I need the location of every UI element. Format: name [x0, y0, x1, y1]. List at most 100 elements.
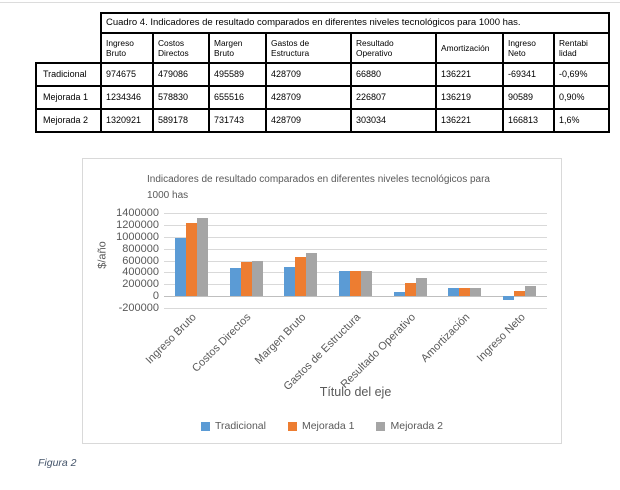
table-title: Cuadro 4. Indicadores de resultado compa… [99, 12, 611, 34]
column-header: Resultado Operativo [350, 32, 437, 64]
chart-bar [306, 252, 318, 297]
row-label: Mejorada 2 [35, 108, 102, 133]
column-header: Ingreso Neto [502, 32, 555, 64]
y-tick-label: 600000 [122, 254, 159, 267]
chart-bar [448, 288, 460, 297]
chart-bar [404, 282, 416, 297]
gridline [164, 260, 547, 262]
chart-figure: Indicadores de resultado comparados en d… [82, 158, 562, 444]
chart-bar [196, 217, 208, 297]
legend-label: Mejorada 2 [390, 420, 444, 432]
x-category-label: Ingreso Neto [474, 311, 528, 365]
legend-label: Tradicional [214, 420, 266, 432]
table-title-row: Cuadro 4. Indicadores de resultado compa… [36, 12, 611, 34]
table-corner-spacer [36, 33, 101, 63]
x-category-label: Amortización [419, 311, 473, 365]
chart-bar [459, 288, 471, 297]
chart-bar [361, 270, 372, 297]
y-tick-label: 0 [152, 290, 159, 303]
chart-bar [185, 222, 197, 297]
table-cell: 303034 [350, 108, 437, 133]
chart-bar [284, 266, 296, 297]
table-cell: -0,69% [552, 62, 611, 87]
chart-bar [525, 286, 537, 297]
table-cell: 136221 [435, 108, 504, 133]
table-corner-spacer [36, 13, 101, 33]
y-tick-label: -200000 [118, 302, 159, 314]
gridline [164, 213, 547, 214]
y-tick-label: 800000 [122, 242, 159, 255]
x-axis-title: Título del eje [319, 385, 392, 399]
legend-swatch [200, 421, 210, 431]
chart-bar [251, 261, 263, 297]
x-category-label: Ingreso Bruto [143, 311, 200, 367]
x-category-label: Costos Directos [190, 311, 254, 375]
legend-item: Tradicional [200, 420, 266, 432]
table-cell: 0,90% [552, 85, 611, 110]
column-header: Rentabi lidad [552, 32, 611, 64]
page-top-rule [0, 2, 620, 3]
chart-bar [240, 261, 252, 297]
chart-bar [415, 278, 427, 297]
table-row: Mejorada 2 1320921 589178 731743 428709 30303… [35, 108, 611, 133]
figure-caption: Figura 2 [38, 457, 77, 469]
column-header: Margen Bruto [208, 32, 267, 64]
table-cell: 1234346 [100, 85, 154, 110]
legend-item: Mejorada 2 [376, 420, 443, 432]
gridline [164, 308, 547, 309]
chart-bar [514, 290, 526, 297]
chart-title: Indicadores de resultado comparados en d… [147, 174, 490, 201]
chart-bar [295, 257, 307, 297]
chart-legend: Tradicional Mejorada 1 Mejorada 2 [83, 420, 561, 432]
y-tick-label: 400000 [122, 266, 159, 279]
y-tick-label: 1000000 [116, 230, 159, 243]
table-cell: 655516 [208, 85, 267, 110]
chart-bar [470, 288, 482, 297]
chart-bar [229, 267, 241, 297]
chart-bar [393, 292, 405, 297]
chart-bar [350, 270, 361, 297]
x-axis-line [164, 296, 547, 298]
table-cell: 428709 [265, 85, 352, 110]
table-cell: 90589 [502, 85, 555, 110]
y-tick-label: 1400000 [116, 207, 159, 219]
cuadro4-table: Cuadro 4. Indicadores de resultado compa… [35, 12, 611, 133]
table-cell: 495589 [208, 62, 267, 87]
legend-label: Mejorada 1 [301, 420, 355, 432]
legend-item: Mejorada 1 [287, 420, 355, 432]
table-cell: 731743 [208, 108, 267, 133]
table-cell: 1,6% [552, 108, 611, 133]
table-row: Mejorada 1 1234346 578830 655516 428709 22680… [35, 85, 611, 110]
chart-bar [339, 270, 350, 297]
table-header-row: Ingreso Bruto Costos Directos Margen Bru… [36, 32, 611, 64]
legend-swatch [376, 421, 386, 431]
table-cell: 166813 [502, 108, 555, 133]
table-cell: 226807 [350, 85, 437, 110]
chart-bar [503, 296, 515, 301]
chart-bar [174, 238, 186, 297]
row-label: Mejorada 1 [35, 85, 102, 110]
table-cell: 428709 [265, 62, 352, 87]
column-header: Costos Directos [152, 32, 210, 64]
x-category-label: Margen Bruto [252, 311, 309, 367]
table-cell: -69341 [502, 62, 555, 87]
row-label: Tradicional [35, 62, 102, 87]
legend-swatch [287, 421, 297, 431]
column-header: Amortización [435, 32, 504, 64]
table-cell: 479086 [152, 62, 210, 87]
y-tick-label: 1200000 [116, 218, 159, 231]
gridline [164, 236, 547, 238]
y-tick-label: 200000 [122, 278, 159, 291]
table-cell: 136221 [435, 62, 504, 87]
table-row: Tradicional 974675 479086 495589 428709 66880… [35, 62, 611, 87]
column-header: Ingreso Bruto [100, 32, 154, 64]
table-cell: 66880 [350, 62, 437, 87]
table-cell: 428709 [265, 108, 352, 133]
column-header: Gastos de Estructura [265, 32, 352, 64]
table-cell: 974675 [100, 62, 154, 87]
table-cell: 578830 [152, 85, 210, 110]
table-cell: 1320921 [100, 108, 154, 133]
table-cell: 589178 [152, 108, 210, 133]
gridline [164, 248, 547, 250]
table-cell: 136219 [435, 85, 504, 110]
